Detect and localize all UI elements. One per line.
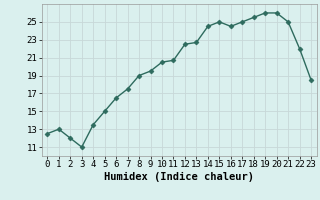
X-axis label: Humidex (Indice chaleur): Humidex (Indice chaleur) (104, 172, 254, 182)
